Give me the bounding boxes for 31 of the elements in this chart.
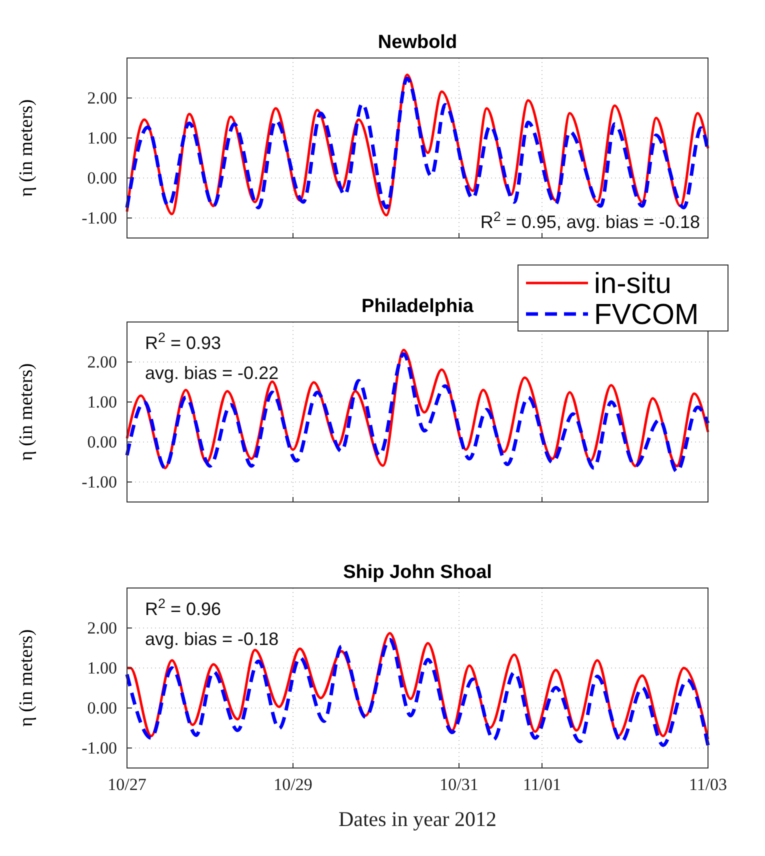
y-tick-label: 2.00: [87, 618, 117, 638]
y-tick-label: 2.00: [87, 88, 117, 108]
y-tick-label: 1.00: [87, 392, 117, 412]
annotation: R$^{2}$ = 0.93: [145, 330, 222, 353]
legend-label: FVCOM: [594, 299, 699, 331]
y-axis-title: η (in meters): [16, 99, 37, 197]
y-tick-label: 0.00: [87, 432, 117, 452]
x-tick-label: 11/03: [688, 775, 728, 794]
y-tick-label: -1.00: [82, 208, 117, 228]
annotation: R$^{2}$ = 0.95, avg. bias = -0.18: [480, 208, 700, 232]
x-tick-label: 10/29: [274, 775, 312, 794]
y-tick-label: -1.00: [82, 472, 117, 492]
x-tick-label: 10/27: [108, 775, 147, 794]
annotation: avg. bias = -0.18: [145, 629, 279, 649]
y-tick-label: 0.00: [87, 168, 117, 188]
annotation: R$^{2}$ = 0.96: [145, 596, 222, 619]
x-axis-title: Dates in year 2012: [338, 807, 497, 831]
chart-title: Philadelphia: [362, 296, 474, 317]
y-tick-label: 1.00: [87, 128, 117, 148]
y-tick-label: 1.00: [87, 658, 117, 678]
y-axis-title: η (in meters): [16, 629, 37, 727]
x-tick-label: 10/31: [440, 775, 478, 794]
y-tick-label: 2.00: [87, 352, 117, 372]
chart-title: Newbold: [378, 32, 458, 53]
x-tick-label: 11/01: [522, 775, 562, 794]
annotation: avg. bias = -0.22: [145, 363, 279, 383]
y-axis-title: η (in meters): [16, 363, 37, 461]
y-tick-label: 0.00: [87, 698, 117, 718]
chart-title: Ship John Shoal: [343, 562, 492, 583]
legend-label: in-situ: [594, 268, 672, 300]
y-tick-label: -1.00: [82, 738, 117, 758]
